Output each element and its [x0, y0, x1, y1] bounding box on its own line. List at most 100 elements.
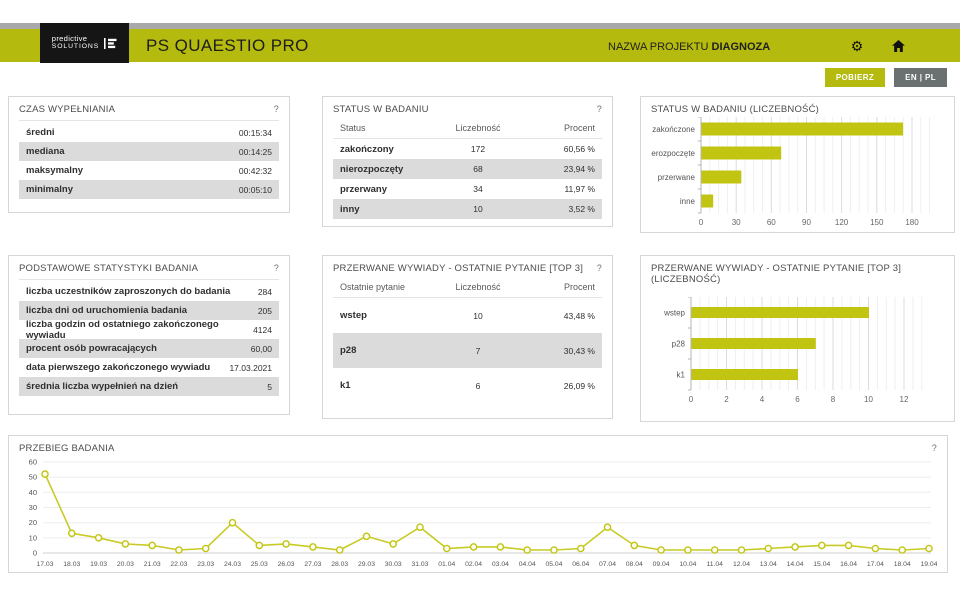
- panel-przebieg-badania: PRZEBIEG BADANIA ? 0 10 20 30 40 50 60 17.03 18.…: [8, 435, 948, 573]
- data-point: [844, 541, 853, 550]
- data-point: [255, 541, 264, 550]
- status-bar-chart: zakończone nierozpoczęte przerwane inne 0 30 6…: [645, 116, 944, 236]
- data-point: [898, 546, 907, 554]
- project-label: NAZWA PROJEKTU: [608, 41, 709, 53]
- date-label: 30.03: [385, 561, 402, 568]
- date-label: 08.04: [626, 561, 643, 568]
- date-label: 18.03: [63, 561, 80, 568]
- row-count: 68: [473, 164, 483, 174]
- data-point: [41, 470, 49, 478]
- help-icon[interactable]: ?: [273, 263, 279, 273]
- app-header-bar: [0, 29, 960, 62]
- row-label: nierozpoczęty: [340, 163, 404, 175]
- logo-line1: predictive: [51, 33, 88, 43]
- row-label: minimalny: [26, 184, 73, 195]
- category-label: nierozpoczęte: [651, 149, 696, 158]
- category-label: przerwane: [658, 173, 696, 182]
- row-label: k1: [340, 380, 351, 391]
- data-point: [684, 546, 692, 554]
- logo-text: predictive SOLUTIONS: [51, 33, 99, 51]
- help-icon[interactable]: ?: [931, 443, 937, 453]
- row-label: maksymalny: [26, 165, 84, 176]
- category-label: p28: [672, 340, 686, 349]
- czas-table: średni 00:15:34 mediana 00:14:25 maksyma…: [19, 123, 279, 199]
- row-label: przerwany: [340, 183, 387, 195]
- row-count: 7: [475, 345, 481, 356]
- chart-bar: [691, 338, 816, 349]
- data-point: [764, 544, 773, 553]
- table-column-headers: Ostatnie pytanie Liczebność Procent: [333, 282, 602, 292]
- row-value: 284: [257, 286, 272, 297]
- table-row: wstep 10 43,48 %: [333, 298, 602, 333]
- row-value: 5: [267, 381, 272, 392]
- przerwane-table: wstep 10 43,48 % p28 7 30,43 % k1 6 26,0…: [333, 298, 602, 403]
- panel-title: PRZERWANE WYWIADY - OSTATNIE PYTANIE [TO…: [651, 263, 902, 285]
- column-header: Procent: [563, 123, 595, 133]
- axis-tick-label: 150: [870, 218, 884, 227]
- date-label: 18.04: [894, 561, 911, 568]
- data-point: [791, 543, 799, 551]
- row-label: data pierwszego zakończonego wywiadu: [26, 362, 211, 373]
- bar-chart-svg: wstep p28 k1 0 2 4 6 8 10 12: [663, 296, 923, 404]
- axis-tick-label: 40: [29, 488, 37, 497]
- data-point: [362, 532, 371, 541]
- category-label: inne: [680, 197, 696, 206]
- table-column-headers: Status Liczebność Procent: [333, 123, 602, 133]
- axis-tick-label: 10: [29, 533, 37, 542]
- table-row: średnia liczba wypełnień na dzień 5: [19, 377, 279, 396]
- data-point: [228, 518, 237, 527]
- table-row: p28 7 30,43 %: [333, 333, 602, 368]
- date-label: 27.03: [304, 561, 321, 568]
- help-icon[interactable]: ?: [596, 263, 602, 273]
- table-row: procent osób powracających 60,00: [19, 339, 279, 358]
- axis-tick-label: 0: [699, 218, 704, 227]
- download-button[interactable]: POBIERZ: [824, 68, 886, 87]
- row-value: 00:42:32: [238, 165, 272, 176]
- logo-bars-icon: [104, 37, 117, 49]
- data-point: [630, 541, 639, 550]
- data-point: [496, 543, 505, 551]
- row-value: 205: [257, 305, 272, 316]
- date-label: 17.04: [867, 561, 884, 568]
- column-header: Liczebność: [455, 123, 501, 133]
- row-label: liczba uczestników zaproszonych do badan…: [26, 286, 231, 297]
- panel-status-chart: STATUS W BADANIU (LICZEBNOŚĆ) zakończone…: [640, 96, 955, 233]
- help-icon[interactable]: ?: [596, 104, 602, 114]
- logo: predictive SOLUTIONS: [40, 23, 129, 63]
- help-icon[interactable]: ?: [273, 104, 279, 114]
- date-label: 19.03: [90, 561, 107, 568]
- przebieg-line-chart: 0 10 20 30 40 50 60 17.03 18.03 19.03 20.03 21.03 22…: [19, 456, 938, 575]
- data-point: [416, 523, 424, 531]
- chart-bar: [691, 307, 869, 318]
- date-label: 28.03: [331, 561, 348, 568]
- table-row: zakończony 172 60,56 %: [333, 139, 602, 159]
- axis-tick-label: 6: [795, 395, 800, 404]
- axis-tick-label: 0: [33, 549, 37, 558]
- row-label: procent osób powracających: [26, 343, 157, 354]
- table-row: liczba dni od uruchomienia badania 205: [19, 301, 279, 320]
- panel-podstawowe-statystyki: PODSTAWOWE STATYSTYKI BADANIA ? liczba u…: [8, 255, 290, 415]
- panel-title: PODSTAWOWE STATYSTYKI BADANIA: [19, 263, 199, 274]
- language-toggle-button[interactable]: EN | PL: [894, 68, 947, 87]
- data-point: [442, 544, 451, 553]
- row-label: zakończony: [340, 143, 394, 155]
- panel-title: PRZEBIEG BADANIA: [19, 443, 115, 454]
- axis-tick-label: 8: [831, 395, 836, 404]
- row-percent: 23,94 %: [563, 164, 595, 174]
- data-point: [871, 544, 880, 553]
- home-icon[interactable]: [889, 37, 907, 55]
- gear-icon[interactable]: ⚙: [850, 38, 864, 54]
- date-label: 22.03: [170, 561, 187, 568]
- date-label: 14.04: [787, 561, 804, 568]
- date-label: 03.04: [492, 561, 509, 568]
- axis-tick-label: 20: [29, 518, 37, 527]
- panel-title: PRZERWANE WYWIADY - OSTATNIE PYTANIE [TO…: [333, 263, 584, 274]
- data-point: [523, 546, 532, 554]
- row-count: 10: [473, 204, 483, 214]
- data-point: [175, 546, 183, 554]
- chart-bar: [701, 146, 782, 160]
- project-name-group: NAZWA PROJEKTU DIAGNOZA: [608, 41, 770, 53]
- podstawowe-table: liczba uczestników zaproszonych do badan…: [19, 282, 279, 396]
- divider: [19, 120, 279, 121]
- column-header: Procent: [563, 282, 595, 292]
